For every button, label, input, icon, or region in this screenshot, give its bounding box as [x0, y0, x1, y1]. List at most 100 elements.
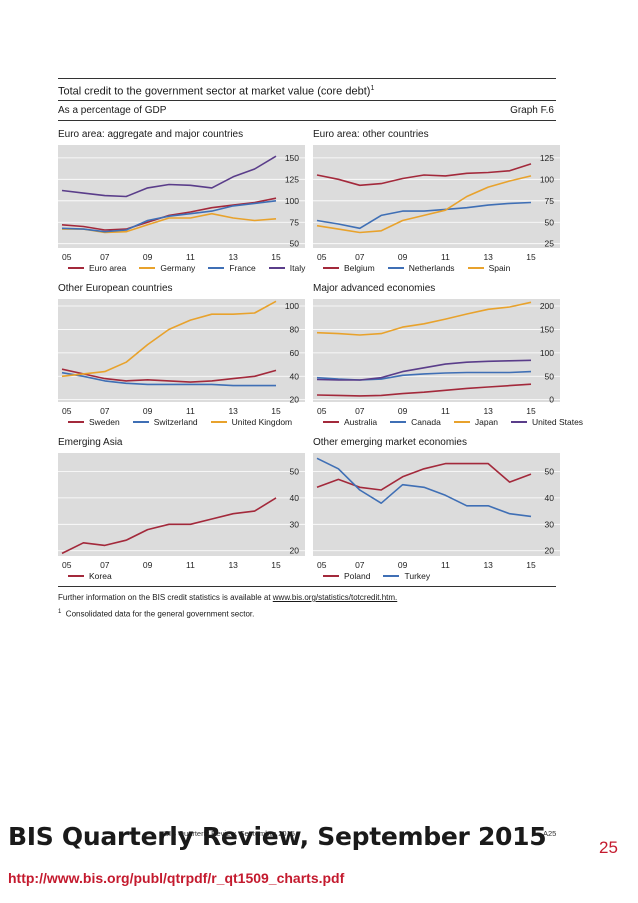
legend-label: Euro area — [89, 263, 127, 273]
chart-svg: 0 50 100 150 200 05 07 09 11 13 15 — [313, 301, 560, 416]
footnote-rule — [58, 586, 556, 587]
chart-svg: 20 30 40 50 05 07 09 11 13 15 — [58, 466, 305, 570]
x-tick-label: 11 — [441, 406, 450, 416]
panel-title-other-emerging: Other emerging market economies — [313, 437, 467, 448]
bis-credit-link[interactable]: www.bis.org/statistics/totcredit.htm. — [272, 593, 398, 602]
legend-label: Korea — [89, 571, 112, 581]
graph-title: Total credit to the government sector at… — [58, 85, 375, 98]
y-tick-label: 125 — [285, 174, 299, 184]
legend-swatch — [323, 267, 339, 269]
source-url-link[interactable]: http://www.bis.org/publ/qtrpdf/r_qt1509_… — [8, 870, 345, 886]
series-line-switzerland — [61, 371, 276, 387]
legend-label: Netherlands — [408, 263, 455, 273]
legend-other-european: Sweden Switzerland United Kingdom — [68, 417, 292, 427]
legend-label: Poland — [344, 571, 371, 581]
panel-title-euro-other: Euro area: other countries — [313, 129, 429, 140]
x-tick-label: 13 — [483, 252, 493, 262]
x-tick-label: 05 — [62, 560, 72, 570]
legend-label: Switzerland — [153, 417, 198, 427]
x-tick-label: 11 — [186, 252, 195, 262]
series-line-japan — [316, 301, 532, 336]
y-tick-label: 50 — [290, 239, 300, 249]
series-line-turkey — [316, 457, 532, 518]
series-line-spain — [316, 175, 532, 234]
graph-reference: Graph F.6 — [510, 105, 554, 116]
legend-item-united-states: United States — [511, 417, 583, 427]
x-tick-label: 05 — [62, 406, 72, 416]
y-tick-label: 50 — [545, 217, 555, 227]
x-tick-label: 05 — [62, 252, 72, 262]
legend-item-spain: Spain — [467, 263, 511, 273]
series-line-italy — [61, 155, 277, 198]
legend-swatch — [383, 575, 400, 577]
y-tick-label: 25 — [545, 239, 555, 249]
y-tick-label: 40 — [290, 493, 300, 503]
legend-swatch — [511, 421, 528, 423]
y-tick-label: 50 — [545, 466, 555, 476]
x-tick-label: 15 — [526, 406, 536, 416]
y-tick-label: 20 — [545, 546, 555, 556]
footer-publication: BIS Quarterly Review, September 2015 — [164, 829, 295, 838]
legend-item-euro-area: Euro area — [68, 263, 126, 273]
chart-emerging-asia: 20 30 40 50 05 07 09 11 13 15 — [58, 453, 305, 570]
series-line-united-states — [316, 359, 532, 381]
x-tick-label: 09 — [398, 252, 408, 262]
legend-item-turkey: Turkey — [383, 571, 430, 581]
legend-other-emerging: Poland Turkey — [323, 571, 430, 581]
x-tick-label: 09 — [398, 406, 408, 416]
y-tick-label: 30 — [545, 519, 555, 529]
legend-label: France — [229, 263, 256, 273]
legend-swatch — [68, 575, 84, 577]
legend-swatch — [453, 421, 470, 423]
x-tick-label: 05 — [317, 406, 327, 416]
series-line-euro-area — [61, 197, 277, 231]
chart-euro-other: 25 50 75 100 125 05 07 09 11 13 15 — [313, 145, 560, 262]
legend-euro-other: Belgium Netherlands Spain — [323, 263, 510, 273]
legend-label: Germany — [160, 263, 196, 273]
panel-title-other-european: Other European countries — [58, 283, 173, 294]
legend-item-france: France — [208, 263, 256, 273]
legend-swatch — [268, 267, 285, 269]
y-tick-label: 40 — [545, 493, 555, 503]
y-tick-label: 80 — [290, 324, 300, 334]
legend-swatch — [68, 421, 84, 423]
legend-swatch — [132, 421, 149, 423]
y-tick-label: 100 — [285, 196, 299, 206]
legend-euro-major: Euro area Germany France Italy — [68, 263, 305, 273]
legend-label: Australia — [344, 417, 378, 427]
chart-major-advanced: 0 50 100 150 200 05 07 09 11 13 15 — [313, 299, 560, 416]
x-tick-label: 07 — [355, 406, 365, 416]
legend-label: Italy — [289, 263, 306, 273]
x-tick-label: 13 — [483, 406, 493, 416]
x-tick-label: 07 — [100, 406, 110, 416]
chart-other-emerging: 20 30 40 50 05 07 09 11 13 15 — [313, 453, 560, 570]
panel-title-euro-major: Euro area: aggregate and major countries — [58, 129, 244, 140]
series-line-korea — [61, 497, 277, 555]
chart-svg: 20 40 60 80 100 05 07 09 11 13 15 — [58, 300, 305, 416]
legend-item-belgium: Belgium — [323, 263, 375, 273]
legend-label: Turkey — [404, 571, 431, 581]
overlay-title: BIS Quarterly Review, September 2015 — [8, 822, 547, 851]
series-line-australia — [316, 383, 532, 397]
legend-swatch — [139, 267, 156, 269]
legend-item-sweden: Sweden — [68, 417, 120, 427]
legend-item-poland: Poland — [323, 571, 370, 581]
series-line-canada — [316, 370, 532, 381]
y-tick-label: 40 — [290, 371, 300, 381]
y-tick-label: 50 — [290, 466, 300, 476]
y-tick-label: 30 — [290, 519, 300, 529]
legend-item-germany: Germany — [139, 263, 195, 273]
x-tick-label: 13 — [228, 406, 238, 416]
footnote-further-info: Further information on the BIS credit st… — [58, 593, 398, 602]
legend-swatch — [387, 267, 404, 269]
legend-label: Spain — [488, 263, 511, 273]
legend-swatch — [467, 267, 484, 269]
legend-label: Belgium — [344, 263, 375, 273]
legend-label: Sweden — [89, 417, 120, 427]
chart-euro-major: 50 75 100 125 150 05 07 09 11 13 15 — [58, 145, 305, 262]
subtitle-rule — [58, 120, 556, 121]
legend-label: Japan — [474, 417, 499, 427]
series-line-belgium — [316, 163, 532, 187]
legend-swatch — [323, 575, 339, 577]
x-tick-label: 07 — [355, 560, 365, 570]
